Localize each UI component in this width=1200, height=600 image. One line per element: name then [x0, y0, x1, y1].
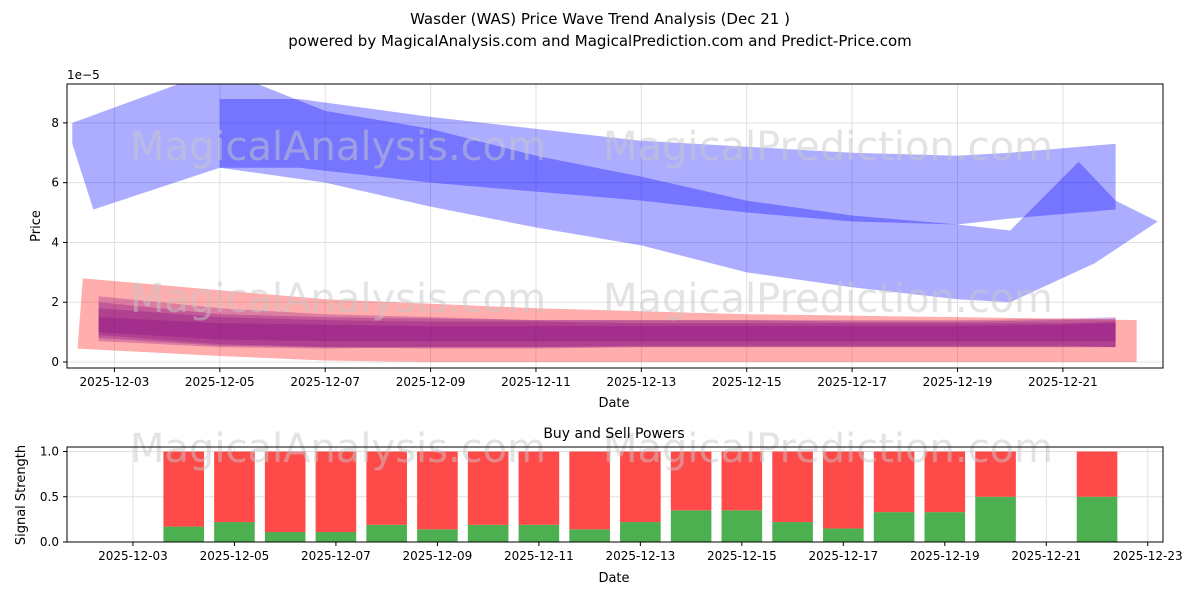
watermark-text: MagicalAnalysis.com: [130, 426, 546, 472]
signal-axes-frame: [66, 446, 1164, 543]
price-x-tick-label: 2025-12-15: [712, 375, 782, 389]
sell-bar: [721, 451, 763, 511]
watermark-text: MagicalPrediction.com: [603, 426, 1053, 472]
price-y-tick-label: 8: [51, 116, 59, 130]
buy-bar: [214, 522, 255, 542]
signal-x-tick-label: 2025-12-07: [301, 549, 371, 563]
buy-bar: [467, 524, 509, 542]
signal-x-tick-label: 2025-12-11: [504, 549, 574, 563]
sell-bar: [366, 451, 407, 525]
watermark-text: MagicalAnalysis.com: [130, 124, 546, 170]
buy-bar: [620, 522, 661, 542]
buy-bar: [772, 522, 813, 542]
sell-bar: [467, 451, 509, 525]
price-y-axis-label: Price: [29, 210, 44, 242]
price-y-tick-label: 2: [51, 295, 59, 309]
signal-x-tick-label: 2025-12-19: [910, 549, 980, 563]
sell-bar: [620, 451, 661, 523]
sell-bar: [214, 451, 255, 523]
sell-bar: [1076, 451, 1118, 497]
buy-bar: [315, 532, 357, 542]
signal-x-tick-label: 2025-12-09: [403, 549, 473, 563]
price-band-3: [77, 278, 1137, 363]
chart-subtitle: powered by MagicalAnalysis.com and Magic…: [288, 32, 912, 50]
signal-x-tick-label: 2025-12-03: [98, 549, 168, 563]
buy-bar: [670, 510, 712, 542]
sell-bar: [315, 451, 357, 533]
price-y-tick-label: 0: [51, 355, 59, 369]
price-x-tick-label: 2025-12-09: [396, 375, 466, 389]
signal-x-tick-label: 2025-12-17: [808, 549, 878, 563]
price-y-tick-label: 6: [51, 176, 59, 190]
price-x-tick-label: 2025-12-05: [185, 375, 255, 389]
signal-y-tick-label: 0.0: [40, 535, 59, 549]
sell-bar: [975, 451, 1016, 497]
signal-x-tick-label: 2025-12-23: [1113, 549, 1183, 563]
buy-bar: [873, 512, 915, 542]
price-x-tick-label: 2025-12-07: [290, 375, 360, 389]
price-y-tick-label: 4: [51, 235, 59, 249]
sell-bar: [873, 451, 915, 513]
buy-bar: [163, 526, 204, 542]
sell-bar: [264, 451, 306, 533]
price-band-6: [98, 302, 1116, 349]
signal-y-tick-label: 0.5: [40, 490, 59, 504]
watermark-text: MagicalAnalysis.com: [130, 276, 546, 322]
watermark-text: MagicalPrediction.com: [603, 276, 1053, 322]
sell-bar: [670, 451, 712, 511]
price-x-tick-label: 2025-12-21: [1028, 375, 1098, 389]
price-x-tick-label: 2025-12-11: [501, 375, 571, 389]
buy-bar: [264, 532, 306, 542]
buy-bar: [518, 524, 560, 542]
sell-bar: [823, 451, 864, 529]
buy-bar: [569, 529, 610, 542]
buy-bar: [721, 510, 763, 542]
watermark-text: MagicalPrediction.com: [603, 124, 1053, 170]
buy-bar: [823, 528, 864, 542]
signal-y-tick-label: 1.0: [40, 445, 59, 459]
signal-x-tick-label: 2025-12-21: [1011, 549, 1081, 563]
sell-bar: [518, 451, 560, 525]
sell-bar: [772, 451, 813, 523]
signal-y-axis-label: Signal Strength: [14, 445, 29, 545]
price-x-tick-label: 2025-12-13: [606, 375, 676, 389]
price-band-7: [98, 317, 1116, 342]
price-band-4: [98, 296, 1116, 348]
buy-bar: [417, 529, 458, 542]
buy-bar: [1076, 496, 1118, 542]
buy-bar: [366, 524, 407, 542]
price-band-2: [219, 98, 1116, 225]
signal-x-axis-label: Date: [598, 571, 629, 586]
sell-bar: [569, 451, 610, 530]
price-offset-label: 1e−5: [67, 68, 100, 82]
signal-x-tick-label: 2025-12-13: [605, 549, 675, 563]
chart-title: Wasder (WAS) Price Wave Trend Analysis (…: [410, 10, 790, 28]
price-x-axis-label: Date: [598, 396, 629, 411]
sell-bar: [924, 451, 966, 513]
signal-x-tick-label: 2025-12-05: [200, 549, 270, 563]
price-axes-frame: [66, 83, 1164, 369]
price-x-tick-label: 2025-12-17: [817, 375, 887, 389]
sell-bar: [163, 451, 204, 527]
price-x-tick-label: 2025-12-19: [923, 375, 993, 389]
price-band-5: [98, 308, 1116, 349]
sell-bar: [417, 451, 458, 530]
buy-bar: [975, 496, 1016, 542]
price-x-tick-label: 2025-12-03: [80, 375, 150, 389]
signal-x-tick-label: 2025-12-15: [707, 549, 777, 563]
buy-bar: [924, 512, 966, 542]
signal-chart-title: Buy and Sell Powers: [543, 426, 684, 442]
price-band-1: [72, 84, 1158, 303]
